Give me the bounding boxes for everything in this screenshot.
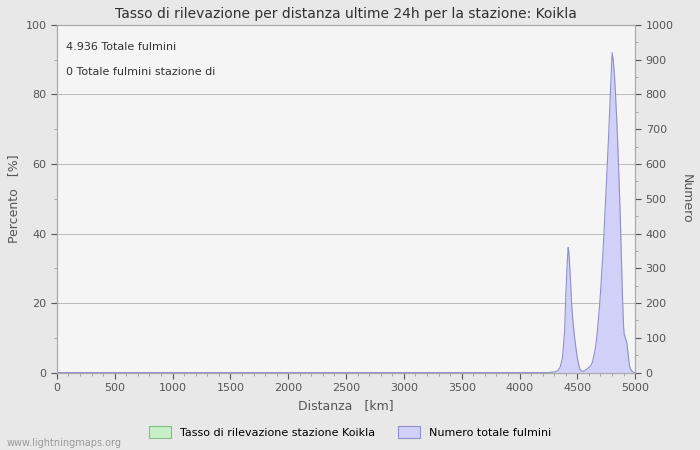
- Y-axis label: Numero: Numero: [680, 174, 693, 224]
- Text: 0 Totale fulmini stazione di: 0 Totale fulmini stazione di: [66, 67, 215, 76]
- Legend: Tasso di rilevazione stazione Koikla, Numero totale fulmini: Tasso di rilevazione stazione Koikla, Nu…: [145, 422, 555, 442]
- Text: www.lightningmaps.org: www.lightningmaps.org: [7, 438, 122, 448]
- Text: 4.936 Totale fulmini: 4.936 Totale fulmini: [66, 42, 176, 52]
- Title: Tasso di rilevazione per distanza ultime 24h per la stazione: Koikla: Tasso di rilevazione per distanza ultime…: [115, 7, 577, 21]
- Y-axis label: Percento   [%]: Percento [%]: [7, 154, 20, 243]
- X-axis label: Distanza   [km]: Distanza [km]: [298, 399, 394, 412]
